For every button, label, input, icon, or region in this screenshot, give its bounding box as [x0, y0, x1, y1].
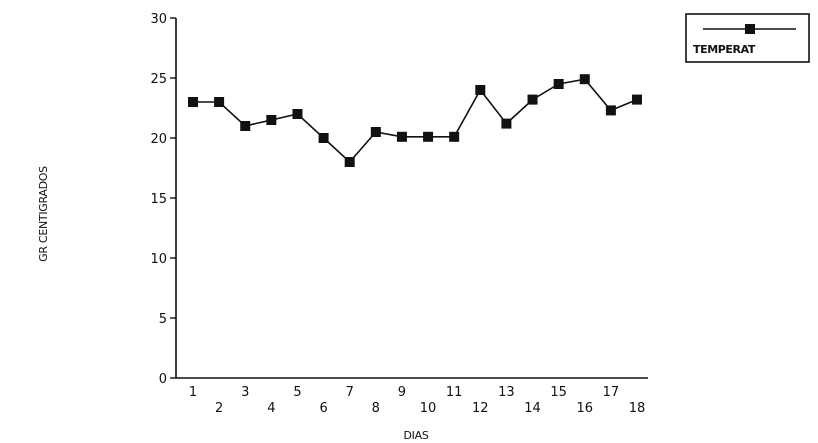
data-point [449, 131, 460, 142]
data-point [501, 118, 512, 129]
data-point [632, 94, 642, 105]
x-tick-label: 10 [420, 401, 437, 416]
data-point [370, 127, 381, 137]
data-point [475, 85, 486, 95]
x-tick-label: 11 [446, 385, 463, 400]
y-tick-label: 25 [150, 72, 167, 87]
x-tick-label: 2 [215, 401, 223, 416]
x-tick-label: 6 [319, 401, 327, 416]
x-axis-label: DIAS [403, 429, 428, 442]
x-tick-label: 14 [524, 401, 541, 416]
data-point [579, 74, 590, 85]
data-point [527, 94, 538, 105]
data-point [318, 133, 329, 143]
series-line [193, 78, 638, 164]
data-point [396, 131, 407, 142]
y-ticks: 0 5 10 15 20 25 30 [150, 12, 176, 387]
x-tick-label: 16 [576, 401, 593, 416]
data-point [214, 97, 225, 107]
x-tick-label: 4 [267, 401, 275, 416]
legend-box [685, 13, 810, 63]
y-tick-label: 10 [150, 252, 167, 267]
y-tick-label: 15 [150, 192, 167, 207]
data-point [605, 105, 616, 116]
x-tick-label: 13 [498, 385, 515, 400]
x-tick-label: 1 [189, 385, 197, 400]
x-tick-label: 5 [293, 385, 301, 400]
data-point [292, 109, 303, 119]
data-point [266, 115, 277, 125]
x-tick-label: 15 [550, 385, 567, 400]
data-point [423, 131, 434, 142]
axes [175, 18, 648, 379]
x-tick-label: 12 [472, 401, 489, 416]
legend-label-temperat: TEMPERAT [693, 43, 756, 56]
x-tick-label: 7 [346, 385, 354, 400]
x-tick-label: 9 [398, 385, 406, 400]
y-axis-label: GR CENTIGRADOS [37, 166, 50, 262]
legend: TEMPERAT [685, 13, 810, 63]
y-tick-label: 0 [159, 372, 167, 387]
y-tick-label: 5 [159, 312, 167, 327]
data-point [553, 79, 564, 89]
data-point [240, 121, 251, 131]
data-point [344, 157, 355, 167]
legend-marker-square [745, 24, 755, 34]
series-group [188, 74, 642, 167]
x-tick-label: 18 [629, 401, 646, 416]
x-tick-label: 3 [241, 385, 249, 400]
x-tick-label: 17 [603, 385, 620, 400]
y-tick-label: 20 [150, 132, 167, 147]
y-tick-label: 30 [150, 12, 167, 27]
x-tick-label: 8 [372, 401, 380, 416]
data-point [188, 97, 198, 107]
